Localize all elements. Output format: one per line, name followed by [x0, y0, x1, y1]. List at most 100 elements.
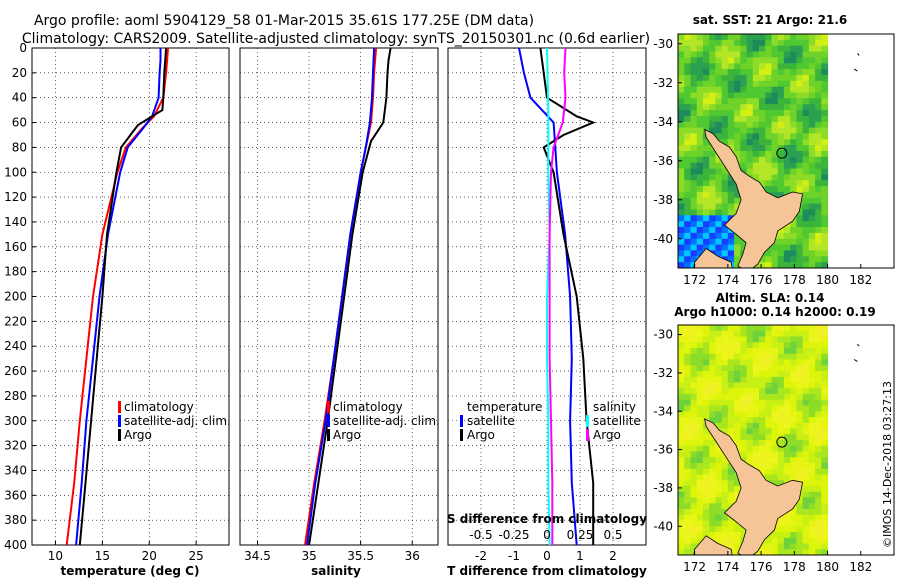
- map-cell: [734, 532, 741, 539]
- map-cell: [734, 371, 741, 378]
- map-cell: [790, 262, 797, 268]
- map-cell: [752, 405, 760, 412]
- y-tick-label: -34: [653, 115, 673, 129]
- map-cell: [765, 457, 772, 464]
- map-cell: [734, 376, 741, 384]
- map-cell: [727, 520, 735, 527]
- map-cell: [727, 121, 735, 129]
- map-cell: [709, 191, 716, 199]
- map-cell: [815, 411, 822, 418]
- x2-tick-label: -0.25: [498, 528, 529, 542]
- map-cell: [815, 325, 822, 332]
- map-cell: [702, 526, 710, 533]
- map-cell: [678, 256, 685, 263]
- map-cell: [715, 215, 723, 222]
- map-cell: [721, 174, 729, 181]
- map-cell: [808, 514, 816, 522]
- map-cell: [808, 69, 816, 76]
- y-tick-label: 80: [12, 140, 27, 154]
- map-cell: [815, 371, 822, 378]
- y-tick-label: 380: [4, 513, 27, 527]
- map-cell: [702, 445, 710, 453]
- map-cell: [678, 168, 685, 175]
- map-cell: [696, 509, 704, 516]
- map-cell: [815, 145, 822, 152]
- map-cell: [721, 227, 729, 234]
- map-cell: [752, 115, 760, 123]
- map-cell: [715, 532, 723, 539]
- map-cell: [702, 405, 710, 412]
- map-cell: [771, 434, 779, 441]
- map-cell: [746, 336, 754, 343]
- map-cell: [821, 388, 829, 395]
- map-cell: [802, 468, 810, 476]
- map-cell: [696, 411, 704, 418]
- map-cell: [765, 262, 772, 268]
- map-cell: [709, 98, 716, 105]
- map-cell: [715, 104, 723, 111]
- map-cell: [802, 451, 810, 458]
- legend-label: satellite-adj. clim.: [124, 414, 231, 428]
- map-cell: [734, 405, 741, 412]
- map-cell: [746, 74, 754, 82]
- map-cell: [721, 394, 729, 401]
- map-cell: [821, 151, 829, 158]
- map-cell: [690, 497, 698, 504]
- map-cell: [759, 422, 766, 430]
- map-cell: [815, 262, 822, 268]
- map-cell: [815, 127, 822, 134]
- map-cell: [721, 371, 729, 378]
- map-cell: [821, 514, 829, 522]
- map-cell: [727, 127, 735, 134]
- map-cell: [796, 330, 804, 338]
- map-cell: [740, 422, 748, 430]
- map-cell: [783, 543, 791, 550]
- map-cell: [740, 74, 748, 82]
- map-cell: [684, 244, 691, 251]
- map-cell: [777, 110, 785, 117]
- map-cell: [734, 244, 741, 251]
- map-cell: [715, 86, 723, 94]
- map-cell: [709, 110, 716, 117]
- map-cell: [727, 422, 735, 430]
- map-cell: [790, 388, 797, 395]
- map-cell: [802, 422, 810, 430]
- map-cell: [815, 156, 822, 164]
- map-cell: [759, 110, 766, 117]
- map-cell: [808, 388, 816, 395]
- map-cell: [777, 139, 785, 146]
- map-cell: [690, 86, 698, 94]
- map-cell: [684, 543, 691, 550]
- map-cell: [678, 486, 685, 493]
- map-cell: [734, 336, 741, 343]
- map-cell: [709, 451, 716, 458]
- map-cell: [678, 532, 685, 539]
- map-cell: [696, 215, 704, 222]
- map-cell: [765, 139, 772, 146]
- map-cell: [783, 520, 791, 527]
- map-cell: [740, 156, 748, 164]
- map-cell: [740, 405, 748, 412]
- map-cell: [752, 411, 760, 418]
- map-cell: [727, 486, 735, 493]
- map-cell: [715, 468, 723, 476]
- map-cell: [709, 180, 716, 187]
- map-cell: [734, 197, 741, 205]
- map-cell: [777, 244, 785, 251]
- map-cell: [808, 256, 816, 263]
- map-cell: [790, 238, 797, 246]
- map-cell: [783, 526, 791, 533]
- map-cell: [678, 250, 685, 257]
- map-cell: [696, 532, 704, 539]
- map-cell: [678, 497, 685, 504]
- map-cell: [796, 405, 804, 412]
- map-cell: [790, 162, 797, 170]
- map-cell: [678, 203, 685, 210]
- map-cell: [702, 348, 710, 355]
- map-cell: [678, 174, 685, 181]
- map-cell: [783, 45, 791, 53]
- map-cell: [796, 376, 804, 384]
- map-cell: [690, 256, 698, 263]
- map-cell: [740, 127, 748, 134]
